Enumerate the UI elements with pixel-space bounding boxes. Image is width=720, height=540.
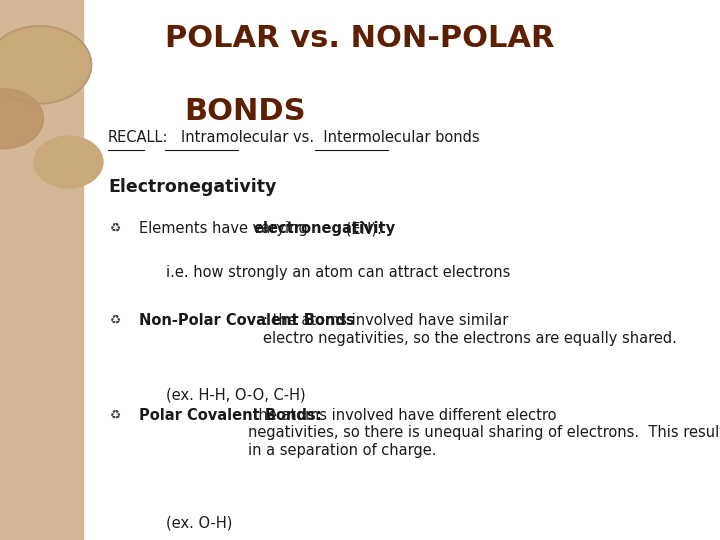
Text: ♻: ♻ — [110, 313, 122, 326]
Text: Intramolecular vs.  Intermolecular bonds: Intramolecular vs. Intermolecular bonds — [144, 130, 480, 145]
Text: (ex. O-H): (ex. O-H) — [166, 516, 232, 531]
Text: Non-Polar Covalent Bonds: Non-Polar Covalent Bonds — [139, 313, 354, 328]
Text: electronegativity: electronegativity — [253, 221, 395, 237]
Text: Polar Covalent Bonds:: Polar Covalent Bonds: — [139, 408, 322, 423]
Text: Electronegativity: Electronegativity — [108, 178, 276, 196]
Circle shape — [0, 89, 43, 148]
Text: the atoms involved have different electro
negativities, so there is unequal shar: the atoms involved have different electr… — [248, 408, 720, 457]
Text: (EN):: (EN): — [341, 221, 382, 237]
Text: ♻: ♻ — [110, 221, 122, 234]
Circle shape — [34, 136, 103, 188]
Text: Elements have varying: Elements have varying — [139, 221, 312, 237]
Text: RECALL:: RECALL: — [108, 130, 168, 145]
Text: BONDS: BONDS — [184, 97, 305, 126]
Bar — [0, 0, 83, 540]
Text: (ex. H-H, O-O, C-H): (ex. H-H, O-O, C-H) — [166, 388, 305, 403]
Text: POLAR vs. NON-POLAR: POLAR vs. NON-POLAR — [166, 24, 554, 53]
Text: i.e. how strongly an atom can attract electrons: i.e. how strongly an atom can attract el… — [166, 265, 510, 280]
Text: : the atoms involved have similar
electro negativities, so the electrons are equ: : the atoms involved have similar electr… — [264, 313, 678, 346]
Circle shape — [0, 26, 91, 104]
Text: ♻: ♻ — [110, 408, 122, 421]
